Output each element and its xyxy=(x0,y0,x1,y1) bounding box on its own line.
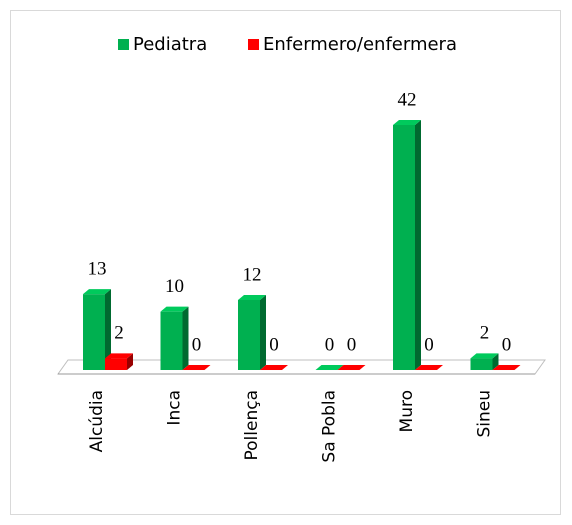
data-label: 0 xyxy=(192,334,202,355)
data-label: 42 xyxy=(398,89,417,110)
data-label: 10 xyxy=(165,276,184,297)
bar xyxy=(83,294,105,370)
bar xyxy=(105,358,127,370)
legend-label: Enfermero/enfermera xyxy=(263,34,457,55)
x-tick-label: Sineu xyxy=(475,390,495,438)
bar-top xyxy=(260,365,288,370)
bar-top xyxy=(238,295,266,300)
data-label: 0 xyxy=(424,334,434,355)
data-label: 2 xyxy=(114,323,124,344)
data-label: 0 xyxy=(269,334,279,355)
x-tick-label: Muro xyxy=(397,390,417,432)
bar-top xyxy=(337,365,366,370)
bar-side xyxy=(260,295,266,370)
x-tick-label: Alcúdia xyxy=(87,390,107,452)
bar xyxy=(470,358,493,370)
data-label: 0 xyxy=(325,334,335,355)
bar-side xyxy=(105,289,111,370)
data-label: 0 xyxy=(347,334,357,355)
chart-border xyxy=(10,10,561,515)
bar xyxy=(238,300,260,370)
bar-side xyxy=(492,353,499,370)
x-tick-label: Sa Pobla xyxy=(320,390,340,463)
data-label: 12 xyxy=(243,264,262,285)
x-tick-label: Pollença xyxy=(242,390,262,461)
bar-top xyxy=(492,365,521,370)
bar-top xyxy=(105,353,133,359)
data-label: 13 xyxy=(88,259,107,280)
bar-top xyxy=(160,306,189,312)
legend-swatch xyxy=(248,39,259,50)
bar-top xyxy=(415,365,443,370)
bar-top xyxy=(83,289,111,295)
data-label: 0 xyxy=(502,334,512,355)
x-tick-label: Inca xyxy=(165,390,185,426)
bar-side xyxy=(182,306,189,370)
bar-side xyxy=(415,120,421,370)
bar-side xyxy=(127,353,133,370)
data-label: 2 xyxy=(480,323,490,344)
bar xyxy=(160,311,183,370)
bar xyxy=(393,125,415,370)
legend-swatch xyxy=(118,39,129,50)
bar-top xyxy=(315,365,344,370)
legend-label: Pediatra xyxy=(133,34,207,55)
bar-top xyxy=(393,120,421,125)
bar-top xyxy=(470,353,499,359)
bar-top xyxy=(182,365,211,370)
